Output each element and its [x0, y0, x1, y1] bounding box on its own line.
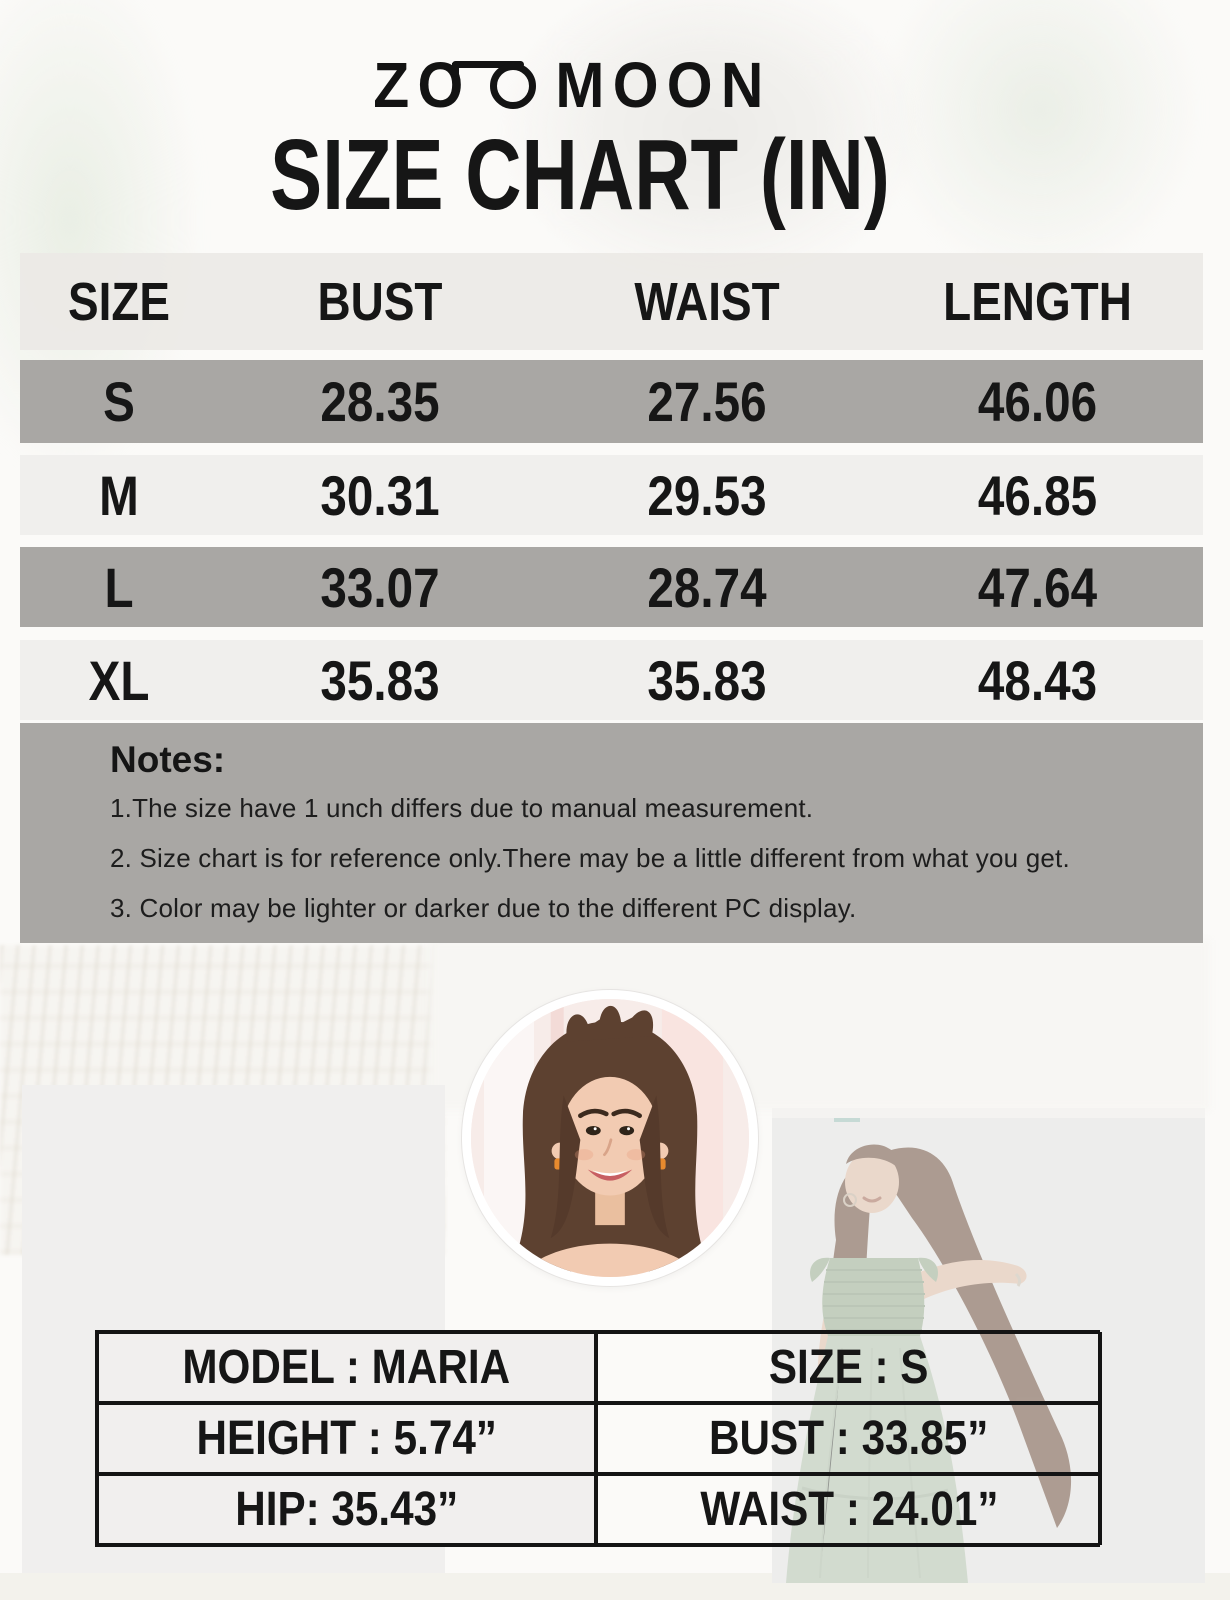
table-row-size-s: S 28.35 27.56 46.06 [20, 360, 1203, 443]
cell-length: 48.43 [977, 648, 1098, 712]
size-table-header-row: SIZE BUST WAIST LENGTH [20, 253, 1203, 350]
note-item-3: 3. Color may be lighter or darker due to… [110, 893, 857, 923]
info-cell-size: SIZE : S [596, 1332, 1102, 1403]
column-header-bust: BUST [317, 271, 443, 332]
table-row-size-m: M 30.31 29.53 46.85 [20, 455, 1203, 535]
table-row-size-l: L 33.07 28.74 47.64 [20, 547, 1203, 627]
note-item-2: 2. Size chart is for reference only.Ther… [110, 843, 1070, 873]
cell-size: L [104, 555, 134, 619]
cell-waist: 28.74 [647, 555, 767, 619]
model-headshot-photo [462, 990, 758, 1286]
column-header-length: LENGTH [943, 271, 1132, 332]
brand-logo: ZO MOON [0, 48, 1190, 122]
model-headshot-illustration [471, 999, 749, 1277]
info-cell-hip: HIP: 35.43” [97, 1474, 596, 1545]
cell-bust: 30.31 [320, 463, 440, 527]
glasses-lens-ring [489, 63, 536, 109]
cell-waist: 27.56 [647, 370, 767, 433]
background-wicker-texture [0, 945, 445, 1255]
notes-panel: Notes: 1.The size have 1 unch differs du… [20, 723, 1203, 943]
info-cell-model: MODEL : MARIA [97, 1332, 596, 1403]
column-header-waist: WAIST [634, 271, 780, 332]
page-title: SIZE CHART (IN) [270, 119, 890, 231]
cell-size: S [103, 370, 135, 433]
cell-bust: 28.35 [320, 370, 440, 433]
info-model-value: MODEL : MARIA [182, 1341, 511, 1394]
cell-waist: 35.83 [647, 648, 767, 712]
model-info-table: MODEL : MARIA SIZE : S HEIGHT : 5.74” BU… [95, 1330, 1102, 1547]
info-waist-value: WAIST : 24.01” [699, 1483, 999, 1536]
info-cell-waist: WAIST : 24.01” [596, 1474, 1102, 1545]
cell-size: XL [88, 648, 150, 712]
note-item-1: 1.The size have 1 unch differs due to ma… [110, 793, 814, 823]
cell-size: M [99, 463, 139, 527]
info-size-value: SIZE : S [769, 1341, 929, 1394]
info-cell-bust: BUST : 33.85” [596, 1403, 1102, 1474]
glasses-o-icon [451, 61, 536, 109]
model-fullbody-photo [772, 1108, 1205, 1583]
info-cell-height: HEIGHT : 5.74” [97, 1403, 596, 1474]
cell-bust: 33.07 [320, 555, 440, 619]
info-hip-value: HIP: 35.43” [234, 1483, 459, 1536]
cell-length: 47.64 [977, 555, 1098, 619]
brand-logo-suffix: MOON [555, 49, 772, 121]
brand-logo-prefix: ZO [373, 49, 472, 121]
glasses-bridge-bar [451, 61, 524, 68]
column-header-size: SIZE [67, 271, 171, 332]
cell-length: 46.06 [977, 370, 1098, 433]
info-bust-value: BUST : 33.85” [709, 1412, 989, 1465]
model-fullbody-illustration [772, 1108, 1205, 1583]
cell-length: 46.85 [977, 463, 1098, 527]
glasses-bridge-hook [451, 63, 459, 77]
cell-waist: 29.53 [647, 463, 767, 527]
cell-bust: 35.83 [320, 648, 440, 712]
info-height-value: HEIGHT : 5.74” [196, 1412, 497, 1465]
table-row-size-xl: XL 35.83 35.83 48.43 [20, 640, 1203, 720]
notes-heading: Notes: [110, 739, 226, 780]
